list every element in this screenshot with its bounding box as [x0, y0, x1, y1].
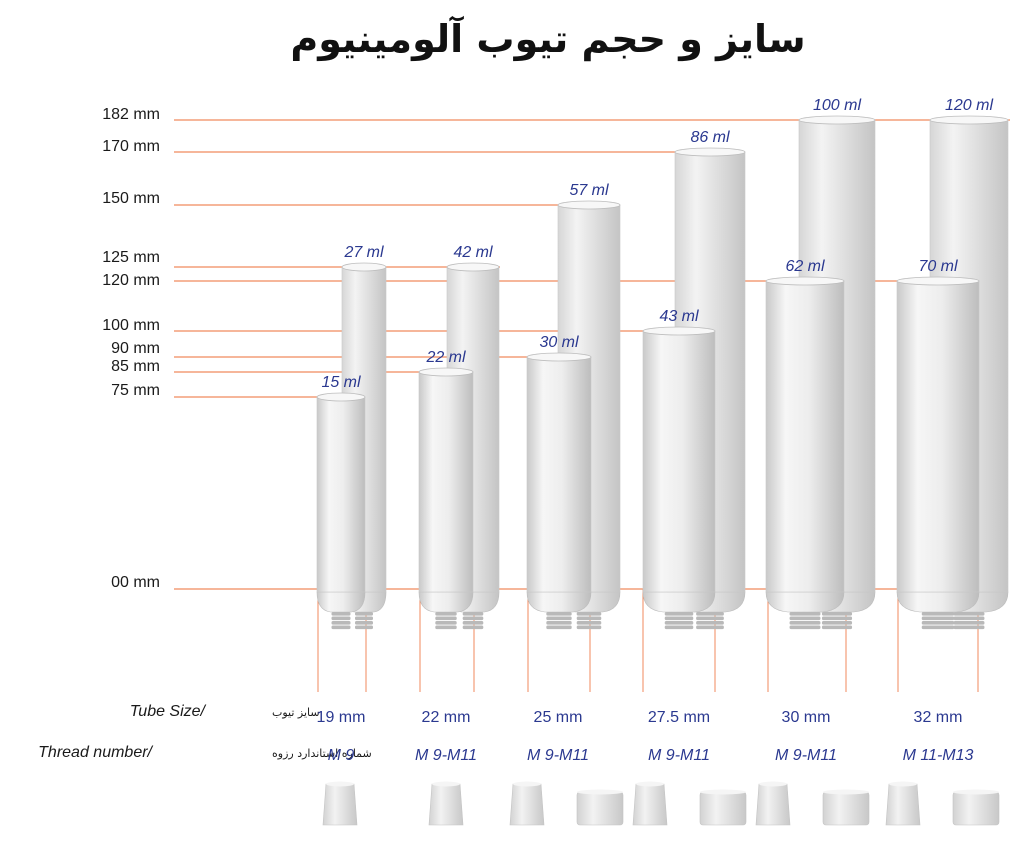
cap-tall-icon [885, 783, 921, 826]
thread-icon [355, 612, 373, 630]
level-label: 85 mm [111, 358, 160, 375]
level-label: 100 mm [102, 317, 160, 334]
tube-short [418, 367, 474, 630]
page-title: سایز و حجم تیوب آلومینیوم [290, 15, 805, 62]
level-labels: 182 mm 170 mm 150 mm 125 mm 120 mm 100 mm 90 m… [102, 106, 160, 591]
tube-size-value: 25 mm [534, 709, 583, 726]
cap-tall-icon [755, 783, 791, 826]
thread-number-label-en: Thread number/ [38, 744, 153, 761]
volume-label: 30 ml [539, 334, 579, 351]
thread-number-value: M 11-M13 [903, 747, 974, 764]
tube-size-row: Tube Size/ سایز تیوب 19 mm 22 mm 25 mm 27.5… [130, 703, 963, 726]
thread-icon [921, 612, 955, 630]
volume-label: 27 ml [343, 244, 384, 261]
cap-wide-icon [822, 791, 870, 826]
thread-icon [331, 612, 351, 630]
level-label: 120 mm [102, 272, 160, 289]
tube-size-value: 32 mm [914, 709, 963, 726]
cap-tall-icon [322, 783, 358, 826]
volume-label: 57 ml [569, 182, 609, 199]
thread-number-value: M 9-M11 [527, 747, 589, 764]
thread-number-value: M 9 [328, 747, 355, 764]
tube-size-value: 27.5 mm [648, 709, 710, 726]
volume-label: 15 ml [321, 374, 361, 391]
volume-label: 62 ml [785, 258, 825, 275]
volume-labels: 15 ml 27 ml 22 ml 42 ml 30 ml 57 ml 43 ml 86 ml… [321, 97, 993, 391]
volume-label: 86 ml [690, 129, 730, 146]
tube-size-label-en: Tube Size/ [130, 703, 207, 720]
thread-icon [821, 612, 853, 630]
caps-row [322, 781, 1000, 826]
tube-size-value: 22 mm [422, 709, 471, 726]
thread-number-value: M 9-M11 [775, 747, 837, 764]
tube-short [316, 392, 366, 630]
level-label: 150 mm [102, 190, 160, 207]
thread-icon [696, 612, 724, 630]
thread-icon [953, 612, 985, 630]
thread-number-label-fa: شماره استاندارد رزوه [272, 747, 372, 760]
level-label: 90 mm [111, 340, 160, 357]
tubes-layer [316, 115, 1009, 630]
tube-short [765, 276, 845, 630]
thread-icon [546, 612, 572, 630]
cap-tall-icon [632, 783, 668, 826]
volume-label: 22 ml [425, 349, 466, 366]
cap-wide-icon [699, 791, 747, 826]
thread-icon [462, 612, 484, 630]
level-label: 75 mm [111, 382, 160, 399]
tube-short [896, 276, 980, 630]
volume-label: 70 ml [918, 258, 958, 275]
thread-icon [576, 612, 602, 630]
tube-group [316, 262, 387, 630]
cap-wide-icon [576, 791, 624, 826]
tube-group [896, 115, 1009, 630]
tube-group [418, 262, 500, 630]
tube-group [526, 200, 621, 630]
thread-number-value: M 9-M11 [648, 747, 710, 764]
tube-size-value: 30 mm [782, 709, 831, 726]
tube-short [526, 352, 592, 630]
thread-number-row: Thread number/ شماره استاندارد رزوه M 9 M… [38, 744, 973, 764]
level-label: 00 mm [111, 574, 160, 591]
thread-icon [435, 612, 457, 630]
tube-size-label-fa: سایز تیوب [272, 706, 320, 719]
level-label: 125 mm [102, 249, 160, 266]
thread-icon [789, 612, 821, 630]
thread-number-value: M 9-M11 [415, 747, 477, 764]
tube-short [642, 326, 716, 630]
level-label: 182 mm [102, 106, 160, 123]
volume-label: 100 ml [813, 97, 861, 114]
cap-tall-icon [428, 783, 464, 826]
tube-group [642, 147, 746, 630]
level-label: 170 mm [102, 138, 160, 155]
cap-wide-icon [952, 791, 1000, 826]
tube-group [765, 115, 876, 630]
volume-label: 43 ml [659, 308, 699, 325]
thread-icon [664, 612, 694, 630]
tube-size-value: 19 mm [317, 709, 366, 726]
volume-label: 42 ml [453, 244, 493, 261]
volume-label: 120 ml [945, 97, 993, 114]
cap-tall-icon [509, 783, 545, 826]
